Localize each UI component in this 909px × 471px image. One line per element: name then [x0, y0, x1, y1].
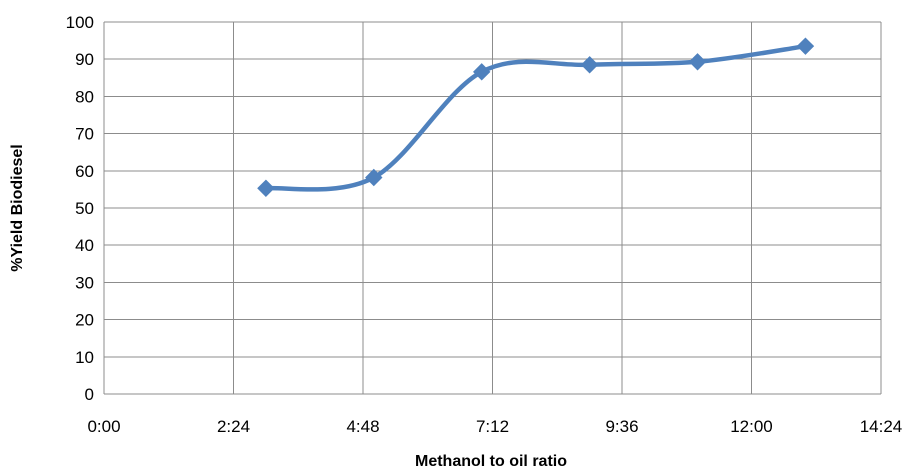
y-tick-label: 70 [75, 125, 94, 144]
data-point-marker [580, 56, 599, 74]
x-tick-label: 4:48 [346, 417, 379, 436]
series-line [263, 43, 808, 192]
y-tick-label: 30 [75, 273, 94, 292]
y-tick-label: 20 [75, 311, 94, 330]
y-tick-label: 0 [85, 385, 94, 404]
x-axis-title: Methanol to oil ratio [415, 453, 567, 470]
y-tick-label: 10 [75, 348, 94, 367]
x-axis-ticks: 0:00 2:24 4:48 7:12 9:36 12:00 14:24 [87, 417, 902, 436]
y-axis-title: %Yield Biodiesel [9, 144, 26, 271]
x-tick-label: 7:12 [476, 417, 509, 436]
data-point-marker [473, 63, 491, 81]
x-tick-label: 14:24 [860, 417, 903, 436]
marker-layer [257, 37, 815, 197]
series-layer [263, 43, 808, 192]
y-tick-label: 90 [75, 50, 94, 69]
data-point-marker [796, 37, 815, 55]
data-point-marker [365, 168, 383, 187]
x-tick-label: 9:36 [605, 417, 638, 436]
y-axis-ticks: 0 10 20 30 40 50 60 70 80 90 100 [66, 13, 94, 404]
y-tick-label: 40 [75, 236, 94, 255]
data-point-marker [257, 179, 275, 197]
grid [103, 21, 882, 395]
y-tick-label: 80 [75, 87, 94, 106]
data-point-marker [688, 53, 707, 71]
x-tick-label: 12:00 [730, 417, 773, 436]
y-tick-label: 100 [66, 13, 94, 32]
x-tick-label: 0:00 [87, 417, 120, 436]
y-tick-label: 60 [75, 162, 94, 181]
x-tick-label: 2:24 [217, 417, 250, 436]
y-tick-label: 50 [75, 199, 94, 218]
